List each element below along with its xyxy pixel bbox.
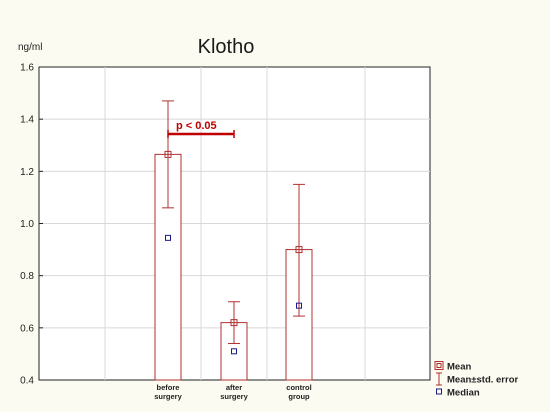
- median-marker-1: [231, 348, 237, 355]
- significance-label: p < 0.05: [176, 120, 217, 132]
- x-category-label: surgery: [154, 392, 182, 401]
- y-tick-label: 0.8: [20, 271, 34, 282]
- mean-marker-0: [164, 150, 172, 158]
- median-marker-0: [165, 234, 171, 241]
- mean-marker-1: [230, 319, 238, 327]
- x-category-label: before: [157, 383, 180, 392]
- legend-median-swatch: [436, 388, 442, 395]
- legend-label: Mean: [447, 362, 471, 373]
- x-category-label: after: [226, 383, 242, 392]
- legend-mean-swatch: [434, 361, 444, 370]
- y-tick-label: 1.6: [20, 63, 34, 74]
- chart-title: Klotho: [198, 36, 255, 58]
- x-category-label: control: [286, 383, 311, 392]
- median-marker-2: [296, 302, 302, 309]
- legend-label: Median: [447, 388, 480, 399]
- y-tick-label: 1.0: [20, 219, 34, 230]
- y-tick-label: 1.2: [20, 167, 34, 178]
- x-category-label: group: [288, 392, 310, 401]
- legend-mean-inner: [436, 363, 442, 368]
- mean-marker-2: [295, 246, 303, 254]
- y-tick-label: 1.4: [20, 115, 34, 126]
- y-axis-unit: ng/ml: [18, 42, 42, 53]
- y-tick-label: 0.6: [20, 323, 34, 334]
- legend-label: Mean±std. error: [447, 375, 519, 386]
- x-category-label: surgery: [220, 392, 248, 401]
- y-tick-label: 0.4: [20, 376, 34, 387]
